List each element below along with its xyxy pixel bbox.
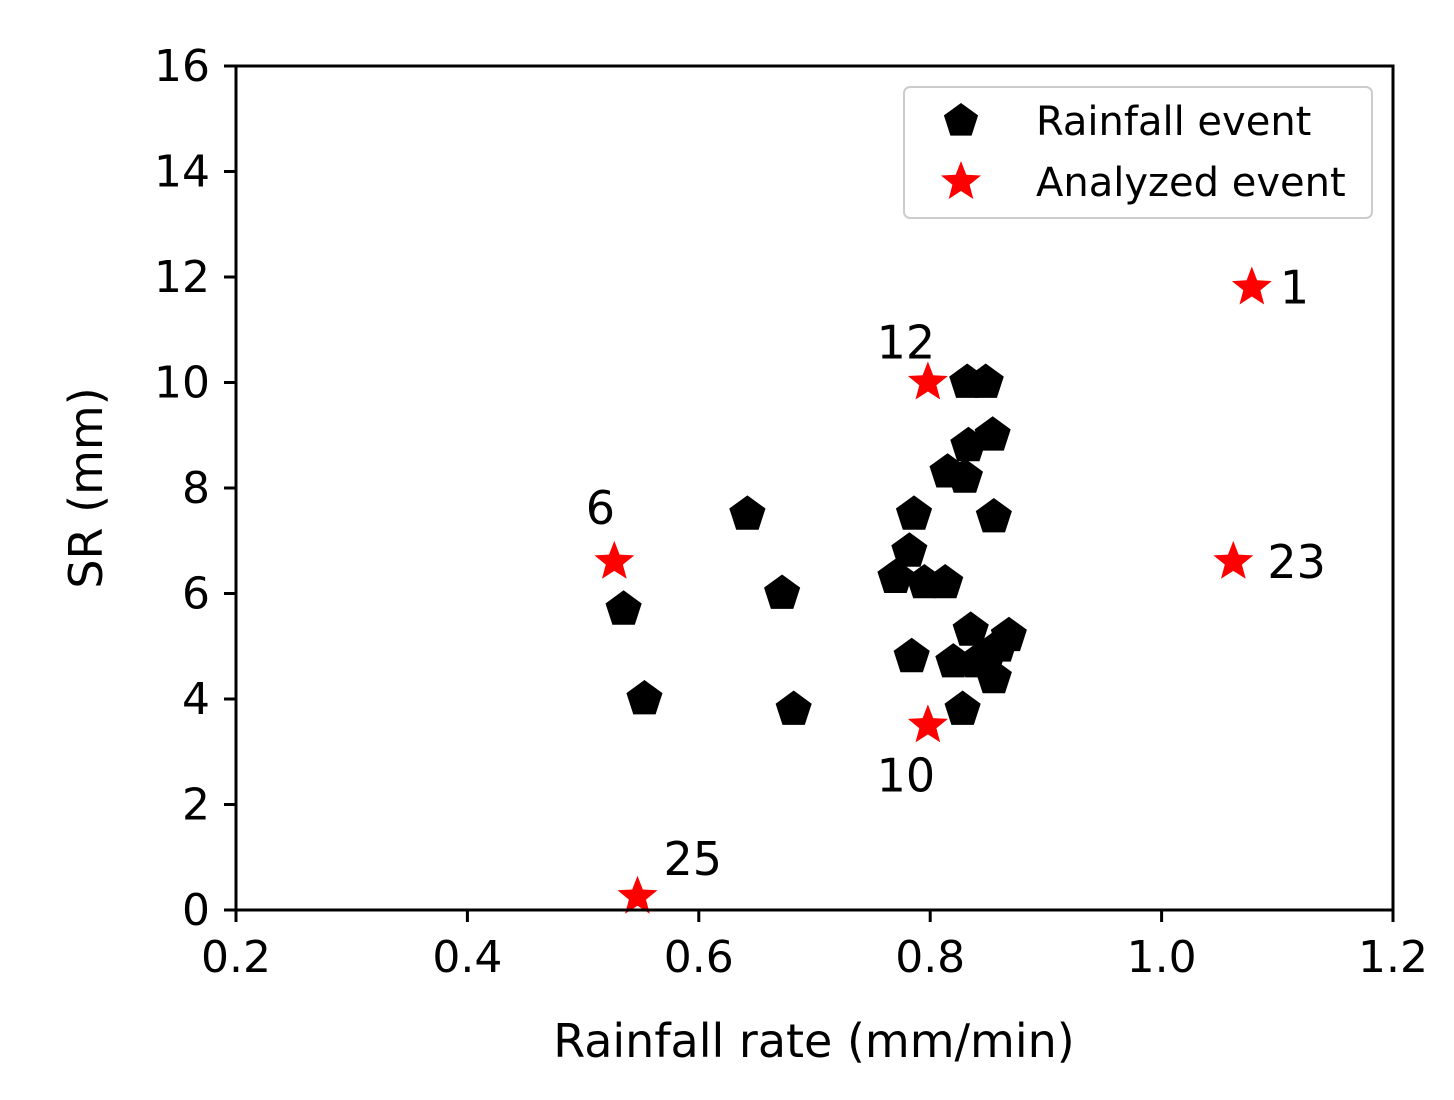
x-tick-label: 0.6: [664, 932, 734, 983]
analyzed-event-point: [1231, 266, 1272, 305]
legend: Rainfall event Analyzed event: [903, 86, 1373, 219]
legend-rainfall-marker: [943, 103, 979, 136]
rainfall-event-point: [990, 616, 1027, 652]
rainfall-event-point: [729, 495, 766, 530]
rainfall-event-point: [974, 416, 1011, 451]
analyzed-event-label: 23: [1267, 535, 1326, 589]
y-tick-label: 6: [182, 569, 210, 620]
y-tick-label: 16: [154, 41, 210, 92]
analyzed-event-point: [594, 540, 635, 579]
rainfall-event-point: [944, 690, 981, 725]
y-axis: 0 2 4 6 8 10 12 14 16: [154, 41, 236, 936]
x-tick-label: 1.0: [1127, 932, 1197, 983]
y-tick-label: 14: [154, 147, 210, 198]
legend-label: Rainfall event: [1036, 99, 1311, 145]
rainfall-event-point: [891, 532, 928, 567]
rainfall-event-point: [893, 637, 930, 673]
analyzed-event-point: [907, 361, 948, 400]
x-tick-label: 0.2: [201, 932, 271, 983]
analyzed-event-label: 25: [663, 832, 722, 886]
rainfall-event-point: [927, 564, 964, 599]
x-axis-label: Rainfall rate (mm/min): [553, 1014, 1074, 1068]
rainfall-event-point: [967, 363, 1004, 398]
legend-analyzed-marker: [941, 161, 981, 199]
analyzed-event-point: [907, 704, 948, 743]
x-tick-label: 0.8: [895, 932, 965, 983]
x-tick-label: 0.4: [432, 932, 502, 983]
analyzed-event-point: [1213, 540, 1254, 579]
rainfall-event-point: [975, 498, 1012, 533]
analyzed-event-label: 10: [877, 748, 936, 802]
y-axis-label: SR (mm): [59, 387, 113, 588]
rainfall-event-point: [946, 458, 983, 493]
rainfall-event-point: [895, 495, 933, 530]
rainfall-event-point: [605, 590, 642, 625]
y-tick-label: 10: [154, 358, 210, 409]
analyzed-event-point: [617, 875, 658, 914]
y-tick-label: 8: [182, 463, 210, 514]
y-tick-label: 0: [182, 885, 210, 936]
legend-frame: [903, 86, 1373, 219]
rainfall-event-point: [975, 658, 1012, 694]
y-tick-label: 2: [182, 780, 210, 831]
analyzed-event-label: 12: [877, 316, 936, 370]
y-tick-label: 4: [182, 674, 210, 725]
rainfall-event-point: [775, 690, 812, 725]
analyzed-event-label: 1: [1280, 261, 1309, 315]
rainfall-event-point: [877, 558, 914, 593]
x-axis: 0.2 0.4 0.6 0.8 1.0 1.2: [201, 910, 1428, 983]
rainfall-event-point: [935, 643, 972, 678]
x-tick-label: 1.2: [1358, 932, 1428, 983]
legend-label: Analyzed event: [1036, 160, 1346, 206]
analyzed-event-label: 6: [586, 481, 615, 535]
rainfall-event-point: [952, 611, 989, 646]
rainfall-event-point: [764, 574, 801, 609]
rainfall-event-point: [626, 680, 663, 715]
y-tick-label: 12: [154, 252, 210, 303]
data-points: 1 12 6 23 10 25: [586, 261, 1326, 914]
